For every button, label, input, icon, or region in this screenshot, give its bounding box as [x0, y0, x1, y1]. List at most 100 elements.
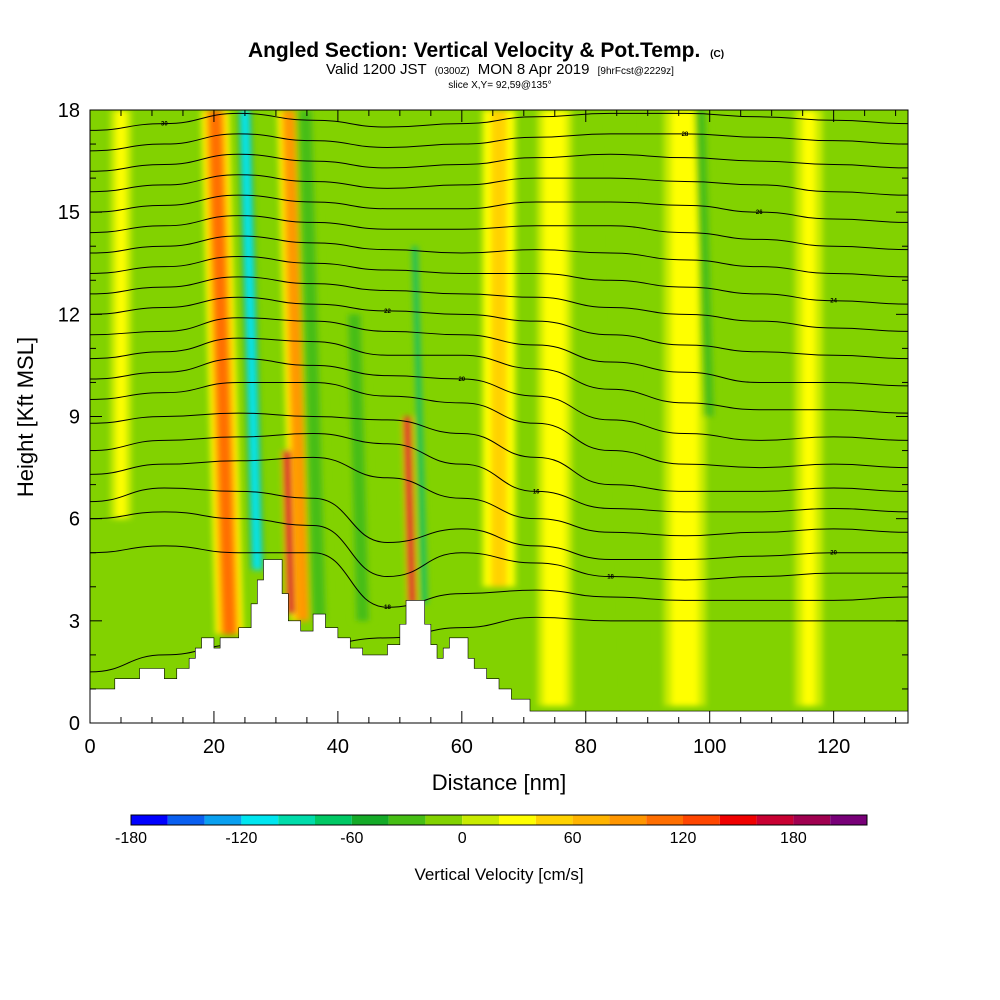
- isentrope-8: [90, 358, 908, 441]
- isentrope-12: [90, 276, 908, 332]
- colorbar-segment: [131, 815, 168, 825]
- colorbar-segment: [204, 815, 242, 825]
- colorbar-tick-label: -120: [225, 830, 257, 847]
- colorbar-segment: [388, 815, 426, 825]
- isentrope-label-8: 20: [458, 377, 465, 383]
- y-tick-label: 6: [69, 509, 80, 531]
- isentrope-label-16: 26: [756, 210, 763, 216]
- colorbar-segment: [278, 815, 315, 825]
- updraft-band-4: [481, 110, 517, 587]
- subtitle-forecast: [9hrFcst@2229z]: [598, 66, 675, 77]
- x-tick-label: 40: [327, 736, 349, 758]
- colorbar: -180 -120 -60 0 60 120 180: [115, 814, 868, 847]
- colorbar-frame: [130, 814, 868, 826]
- colorbar-segment: [535, 815, 573, 825]
- potential-temperature-contours: 18 18 20 16 20 22 24 26 28 30: [90, 112, 908, 673]
- updraft-band-2-level-3: [284, 450, 294, 615]
- chart-title: Angled Section: Vertical Velocity & Pot.…: [248, 39, 724, 62]
- colorbar-tick-label: -60: [340, 830, 363, 847]
- updraft-band-6: [663, 110, 707, 706]
- updraft-band-6-level-3: [675, 110, 695, 706]
- colorbar-segment: [351, 815, 389, 825]
- colorbar-segment: [609, 815, 647, 825]
- downdraft-band-9-level-3: [241, 110, 261, 570]
- colorbar-tick-label: 60: [564, 830, 582, 847]
- updraft-band-7-level-3: [802, 110, 816, 706]
- colorbar-segment: [462, 815, 499, 825]
- isentrope-14: [90, 235, 908, 278]
- updraft-band-0: [201, 110, 244, 635]
- downdraft-band-14: [608, 110, 646, 706]
- updraft-band-8: [110, 110, 132, 519]
- x-tick-label: 0: [84, 736, 95, 758]
- slice-label: slice X,Y= 92,59@135°: [448, 80, 551, 91]
- colorbar-segment: [425, 815, 463, 825]
- colorbar-segment: [719, 815, 757, 825]
- isentrope-label-19: 28: [682, 132, 689, 138]
- isentrope-3: [90, 487, 908, 561]
- y-tick-label: 9: [69, 407, 80, 429]
- y-tick-label: 18: [58, 100, 80, 122]
- chart-title-unit: (C): [710, 49, 724, 60]
- y-axis: 0 3 6 9 12 15 18: [58, 100, 908, 735]
- colorbar-segment: [499, 815, 536, 825]
- chart-subtitle: Valid 1200 JST (0300Z) MON 8 Apr 2019 [9…: [326, 61, 674, 78]
- colorbar-segment: [167, 815, 205, 825]
- y-tick-label: 12: [58, 304, 80, 326]
- x-tick-label: 60: [451, 736, 473, 758]
- isentrope-label-2: 18: [607, 575, 614, 581]
- terrain-mask: [90, 559, 908, 723]
- isentrope-16: [90, 194, 908, 223]
- colorbar-tick-label: 120: [670, 830, 697, 847]
- downdraft-band-13-level-3: [698, 110, 713, 417]
- isentrope-19: [90, 133, 908, 152]
- updraft-band-5: [537, 110, 573, 706]
- velocity-field: [110, 110, 823, 706]
- updraft-band-2: [281, 450, 298, 615]
- subtitle-utc: (0300Z): [435, 66, 470, 77]
- isentrope-label-5: 16: [533, 489, 540, 495]
- colorbar-segment: [572, 815, 610, 825]
- plot-area: 18 18 20 16 20 22 24 26 28 30: [90, 110, 908, 723]
- updraft-band-4-level-3: [491, 110, 507, 587]
- x-tick-label: 100: [693, 736, 726, 758]
- isentrope-11: [90, 296, 908, 360]
- isentrope-7: [90, 381, 908, 469]
- isentrope-label-20: 30: [161, 122, 168, 128]
- isentrope-13: [90, 255, 908, 305]
- y-axis-label: Height [Kft MSL]: [13, 337, 38, 497]
- x-tick-label: 80: [575, 736, 597, 758]
- isentrope-5: [90, 433, 908, 513]
- isentrope-9: [90, 337, 908, 414]
- updraft-band-5-level-3: [547, 110, 563, 706]
- isentrope-label-13: 24: [830, 299, 837, 305]
- y-tick-label: 3: [69, 611, 80, 633]
- isentrope-label-11: 22: [384, 309, 391, 315]
- colorbar-segment: [756, 815, 794, 825]
- colorbar-segment: [646, 815, 683, 825]
- updraft-band-1-level-3: [284, 110, 310, 621]
- isentrope-20: [90, 112, 908, 131]
- x-axis: 0 20 40 60 80 100 120: [84, 110, 897, 758]
- isentrope-label-1: 18: [384, 605, 391, 611]
- isentrope-10: [90, 317, 908, 387]
- downdraft-band-9: [237, 110, 265, 570]
- colorbar-segment: [793, 815, 831, 825]
- x-axis-label: Distance [nm]: [432, 770, 567, 795]
- isentrope-6: [90, 412, 908, 492]
- updraft-band-0-level-3: [208, 110, 236, 635]
- isentrope-4: [90, 456, 908, 537]
- chart-title-main: Angled Section: Vertical Velocity & Pot.…: [248, 39, 700, 62]
- colorbar-tick-label: -180: [115, 830, 147, 847]
- downdraft-band-13: [694, 110, 717, 417]
- updraft-band-3: [401, 416, 418, 604]
- updraft-band-3-level-3: [404, 416, 415, 604]
- isentrope-18: [90, 153, 908, 172]
- updraft-band-7: [794, 110, 823, 706]
- isentrope-label-3: 20: [830, 551, 837, 557]
- colorbar-segment: [830, 815, 867, 825]
- y-tick-label: 0: [69, 713, 80, 735]
- x-tick-label: 120: [817, 736, 850, 758]
- updraft-band-8-level-3: [116, 110, 126, 519]
